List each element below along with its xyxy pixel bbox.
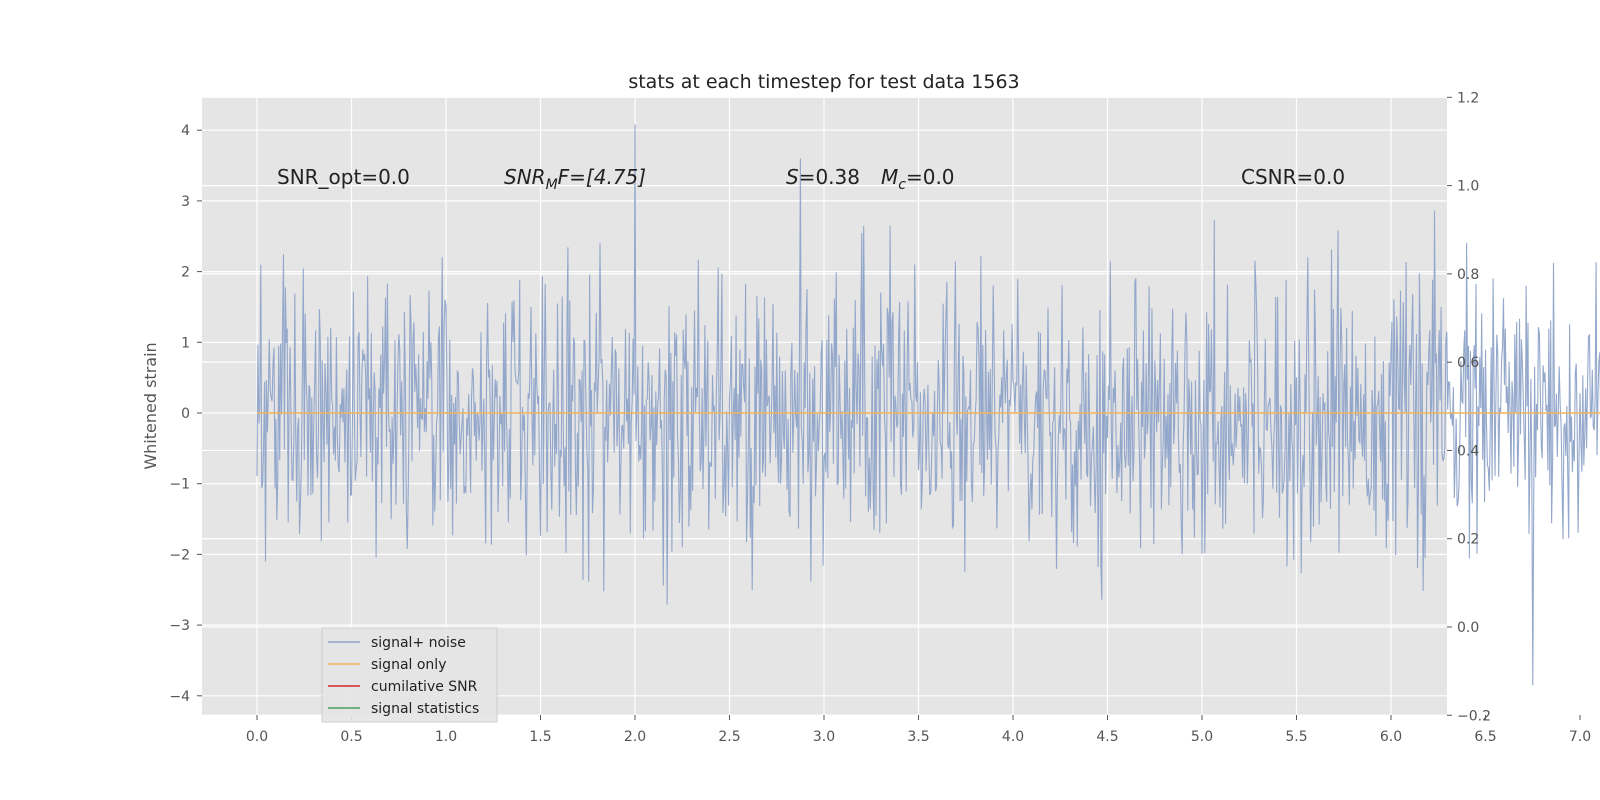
- y2-tick-label: 0.2: [1457, 532, 1479, 548]
- legend-label-cumulative-snr: cumilative SNR: [371, 679, 478, 695]
- annotation-csnr: CSNR=0.0: [1241, 165, 1345, 189]
- y-axis-label: Whitened strain: [141, 342, 160, 469]
- y-tick-label: 3: [181, 194, 190, 210]
- series-signal-noise: [256, 124, 1600, 686]
- s-label: S: [786, 165, 799, 189]
- x-tick-label: 4.5: [1096, 729, 1118, 745]
- signal-noise-series: [256, 124, 1600, 686]
- y-tick-label: 0: [181, 406, 190, 422]
- legend-label-signal-statistics: signal statistics: [371, 701, 479, 717]
- y-tick-label: 1: [181, 335, 190, 351]
- y-tick-label: −1: [169, 477, 190, 493]
- y2-tick-label: 1.0: [1457, 179, 1479, 195]
- mc-sub: c: [898, 177, 906, 193]
- y2-tick-label: −0.2: [1457, 708, 1491, 724]
- x-tick-label: 6.5: [1474, 729, 1496, 745]
- annotation-s: S=0.38: [786, 165, 860, 189]
- snr-mf-base: SNR: [504, 165, 546, 189]
- x-tick-label: 0.5: [340, 729, 362, 745]
- x-tick-label: 2.5: [718, 729, 740, 745]
- y2-ticks: 1.2 1.0 0.8 0.6 0.4 0.2 0.0 −0.2: [1447, 90, 1491, 724]
- x-tick-label: 3.5: [907, 729, 929, 745]
- y2-tick-label: 0.4: [1457, 443, 1479, 459]
- annotation-snr-mf: SNRMF=[4.75]: [504, 165, 646, 193]
- x-tick-label: 0.0: [246, 729, 268, 745]
- y2-tick-label: 0.6: [1457, 355, 1479, 371]
- line-series: [257, 412, 1600, 414]
- y-tick-label: 4: [181, 123, 190, 139]
- y-tick-label: −4: [169, 689, 190, 705]
- y-tick-label: 2: [181, 265, 190, 281]
- legend: signal+ noise signal only cumilative SNR…: [321, 627, 498, 723]
- y2-tick-label: 1.2: [1457, 90, 1479, 106]
- legend-label-signal-noise: signal+ noise: [371, 635, 466, 651]
- y2-tick-label: 0.8: [1457, 267, 1479, 283]
- x-tick-label: 2.0: [624, 729, 646, 745]
- x-tick-label: 1.5: [529, 729, 551, 745]
- chart-title: stats at each timestep for test data 156…: [628, 71, 1019, 93]
- snr-mf-sub: M: [546, 177, 558, 193]
- mc-value: =0.0: [906, 165, 955, 189]
- y2-tick-label: 0.0: [1457, 620, 1479, 636]
- x-tick-label: 1.0: [435, 729, 457, 745]
- mc-base: M: [881, 165, 898, 189]
- legend-label-signal-only: signal only: [371, 657, 446, 673]
- x-tick-label: 3.0: [813, 729, 835, 745]
- x-ticks: 0.0 0.5 1.0 1.5 2.0 2.5 3.0 3.5 4.0 4.5 5.0 5.5 6.0 6…: [246, 715, 1591, 745]
- x-tick-label: 5.5: [1285, 729, 1307, 745]
- x-tick-label: 6.0: [1380, 729, 1402, 745]
- annotation-mc: Mc=0.0: [881, 165, 955, 193]
- legend-box: [321, 627, 498, 723]
- x-tick-label: 7.0: [1569, 729, 1591, 745]
- y-tick-label: −2: [169, 547, 190, 563]
- y-ticks: 4 3 2 1 0 −1 −2 −3 −4: [169, 123, 202, 705]
- snr-mf-rest: F=[4.75]: [558, 165, 646, 189]
- x-tick-label: 4.0: [1002, 729, 1024, 745]
- annotation-snr-opt: SNR_opt=0.0: [277, 165, 410, 189]
- s-value: =0.38: [799, 165, 860, 189]
- y-tick-label: −3: [169, 618, 190, 634]
- x-tick-label: 5.0: [1191, 729, 1213, 745]
